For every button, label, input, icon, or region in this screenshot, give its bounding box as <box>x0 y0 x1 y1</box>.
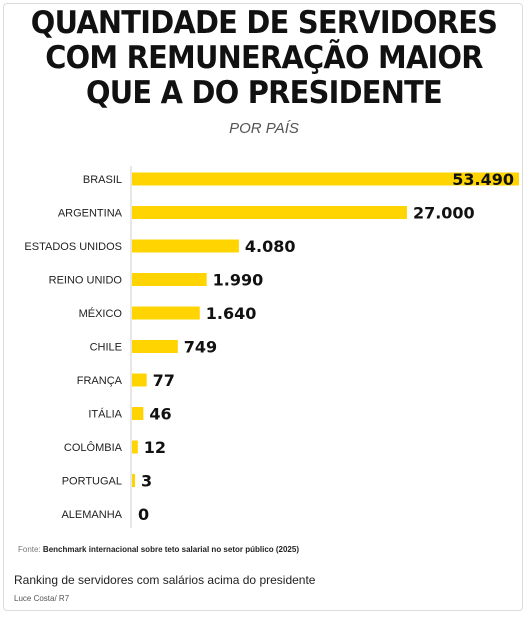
bar <box>132 340 178 353</box>
bar <box>132 407 144 420</box>
category-label: ITÁLIA <box>88 408 122 421</box>
chart-card <box>3 3 523 611</box>
category-label: ALEMANHA <box>61 509 122 521</box>
bar <box>132 273 207 286</box>
source-text: Benchmark internacional sobre teto salar… <box>42 545 299 554</box>
category-label: FRANÇA <box>77 375 123 387</box>
category-label: MÉXICO <box>79 307 123 320</box>
image-caption: Ranking de servidores com salários acima… <box>14 573 316 587</box>
value-label: 4.080 <box>245 237 296 256</box>
value-label: 0 <box>138 505 149 524</box>
value-label: 77 <box>153 371 175 390</box>
bar <box>132 239 239 253</box>
bar <box>132 172 519 186</box>
value-label: 53.490 <box>452 170 514 189</box>
source-prefix: Fonte: <box>18 545 41 554</box>
category-label: PORTUGAL <box>62 476 122 488</box>
source-note: Fonte: Benchmark internacional sobre tet… <box>18 545 299 554</box>
bar-chart: BRASIL 53.490 ARGENTINA 27.000 ESTADOS UNIDO… <box>24 166 519 528</box>
value-label: 1.640 <box>206 304 257 323</box>
value-label: 749 <box>184 338 217 357</box>
category-label: REINO UNIDO <box>49 275 123 287</box>
title-line-1: QUANTIDADE DE SERVIDORES <box>30 5 498 41</box>
category-label: ARGENTINA <box>58 208 123 220</box>
value-label: 46 <box>149 405 171 424</box>
value-label: 12 <box>144 438 166 457</box>
image-credit: Luce Costa/ R7 <box>14 594 70 603</box>
chart-title: QUANTIDADE DE SERVIDORES COM REMUNERAÇÃO… <box>18 6 509 111</box>
bar <box>132 306 200 320</box>
category-label: CHILE <box>90 342 122 354</box>
value-label: 3 <box>141 472 152 491</box>
category-label: COLÔMBIA <box>64 441 123 454</box>
category-label: ESTADOS UNIDOS <box>24 241 122 253</box>
bar <box>132 206 407 219</box>
value-label: 1.990 <box>213 271 264 290</box>
title-line-2: COM REMUNERAÇÃO MAIOR <box>45 40 483 76</box>
bar <box>132 440 138 454</box>
bar <box>132 474 135 487</box>
bar <box>132 373 147 387</box>
title-line-3: QUE A DO PRESIDENTE <box>86 75 443 111</box>
category-label: BRASIL <box>83 174 122 186</box>
chart-subtitle: POR PAÍS <box>229 120 299 137</box>
value-label: 27.000 <box>413 204 475 223</box>
